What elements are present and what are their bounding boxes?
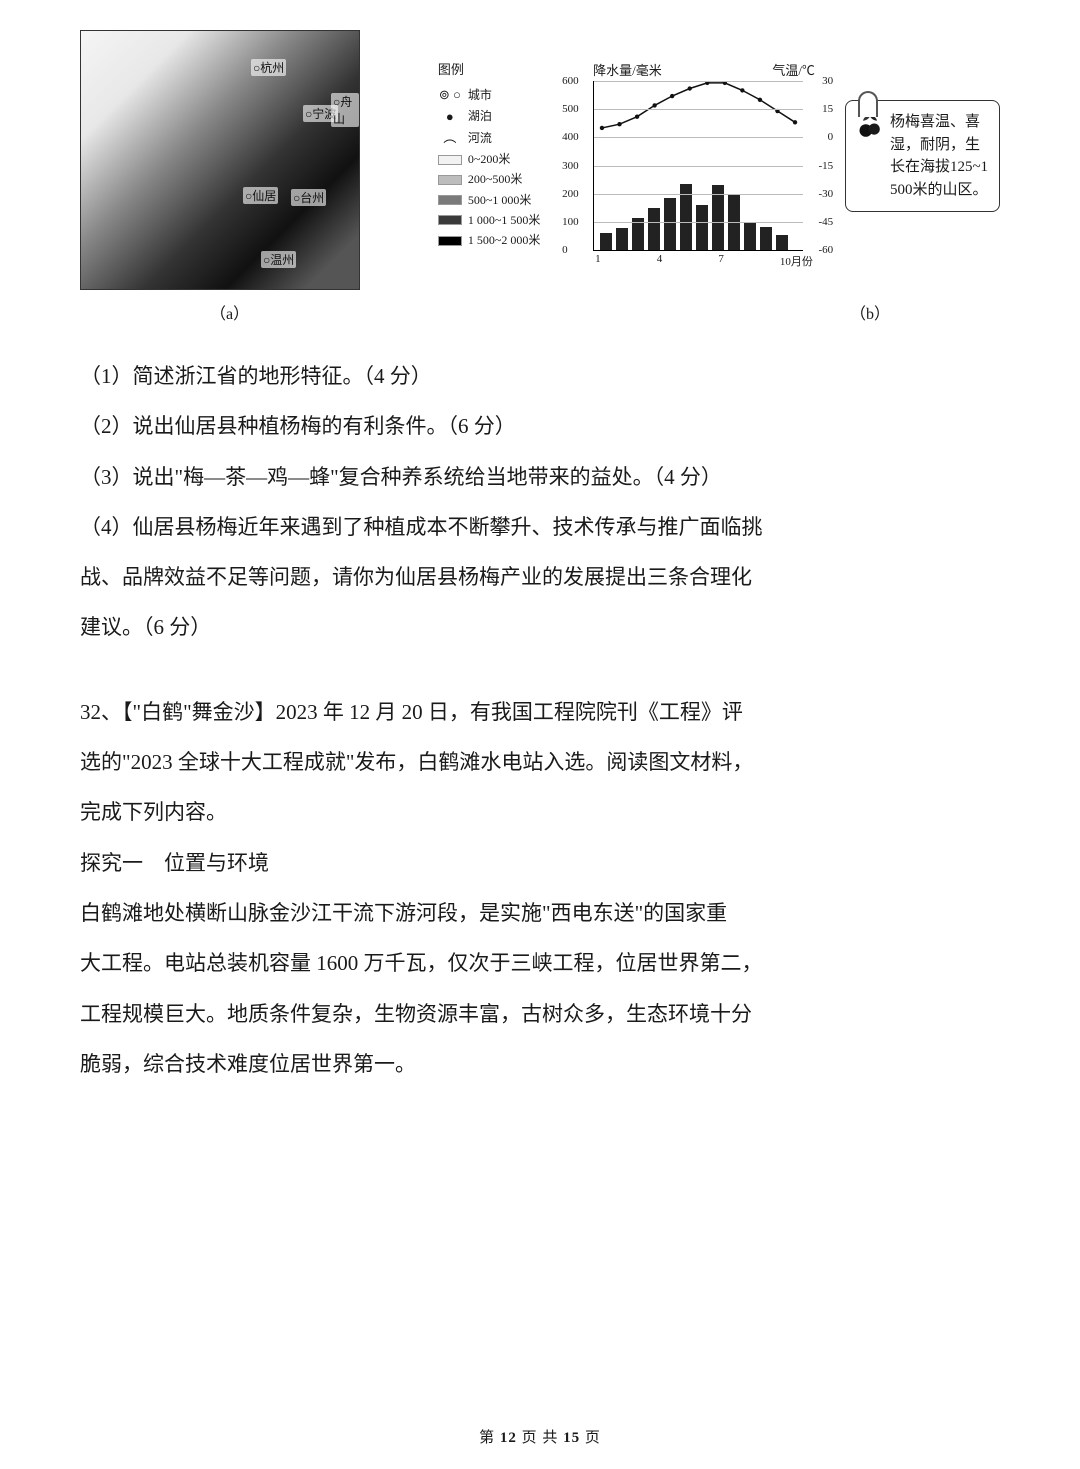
legend-elev-label: 0~200米 bbox=[468, 150, 511, 169]
temp-tick-label: 15 bbox=[822, 103, 833, 115]
month-axis: 1 4 7 10月份 bbox=[593, 251, 815, 269]
temp-tick-label: -30 bbox=[819, 188, 834, 200]
section-gap bbox=[80, 654, 1000, 688]
legend-swatch bbox=[438, 155, 462, 165]
footer-mid: 页 共 bbox=[517, 1430, 563, 1446]
city-label: ○杭州 bbox=[251, 59, 286, 76]
legend-elev-row: 0~200米 bbox=[438, 150, 563, 169]
gridline bbox=[594, 109, 803, 110]
legend-elev-label: 500~1 000米 bbox=[468, 191, 532, 210]
temp-tick-label: -60 bbox=[819, 244, 834, 256]
precip-tick-label: 200 bbox=[562, 188, 579, 200]
item32-para-l3: 工程规模巨大。地质条件复杂，生物资源丰富，古树众多，生态环境十分 bbox=[80, 990, 1000, 1038]
paperclip-icon bbox=[858, 91, 878, 117]
temp-tick-label: -45 bbox=[819, 216, 834, 228]
chart-axis-titles: 降水量/毫米 气温/℃ bbox=[593, 60, 815, 79]
question-4-line1: （4）仙居县杨梅近年来遇到了种植成本不断攀升、技术传承与推广面临挑 bbox=[80, 503, 1000, 551]
page-footer: 第 12 页 共 15 页 bbox=[0, 1426, 1080, 1447]
question-4-line2: 战、品牌效益不足等问题，请你为仙居县杨梅产业的发展提出三条合理化 bbox=[80, 553, 1000, 601]
precip-tick-label: 600 bbox=[562, 75, 579, 87]
city-label: ○温州 bbox=[261, 251, 296, 268]
question-4-line3: 建议。（6 分） bbox=[80, 603, 1000, 651]
legend-swatch bbox=[438, 175, 462, 185]
legend-title: 图例 bbox=[438, 60, 563, 81]
legend-swatch bbox=[438, 236, 462, 246]
precip-tick-label: 400 bbox=[562, 131, 579, 143]
figures-row: ○杭州○宁波○舟山○仙居○台州○温州 图例 ⊚ ○城市●湖泊︵河流 0~200米… bbox=[80, 30, 1000, 290]
legend-elev-row: 200~500米 bbox=[438, 170, 563, 189]
legend-symbol-label: 城市 bbox=[468, 86, 492, 105]
legend-symbol-label: 河流 bbox=[468, 129, 492, 148]
precip-tick-label: 0 bbox=[562, 244, 568, 256]
legend-symbol-icon: ⊚ ○ bbox=[438, 85, 462, 106]
figure-a: ○杭州○宁波○舟山○仙居○台州○温州 bbox=[80, 30, 408, 290]
climate-chart: 010020030040050060030150-15-30-45-60 bbox=[593, 81, 803, 251]
city-label: ○台州 bbox=[291, 189, 326, 206]
legend-symbol-icon: ● bbox=[438, 107, 462, 128]
gridline bbox=[594, 81, 803, 82]
item32-para-l4: 脆弱，综合技术难度位居世界第一。 bbox=[80, 1040, 1000, 1088]
yangmei-icon bbox=[856, 115, 884, 139]
question-1: （1）简述浙江省的地形特征。（4 分） bbox=[80, 352, 1000, 400]
precip-tick-label: 100 bbox=[562, 216, 579, 228]
precip-tick-label: 300 bbox=[562, 160, 579, 172]
month-tick-label: 7 bbox=[718, 253, 724, 269]
city-label: ○舟山 bbox=[331, 93, 359, 127]
yangmei-note-card: 杨梅喜温、喜湿，耐阴，生长在海拔125~1 500米的山区。 bbox=[845, 100, 1000, 212]
item32-para-l1: 白鹤滩地处横断山脉金沙江干流下游河段，是实施"西电东送"的国家重 bbox=[80, 889, 1000, 937]
footer-pre: 第 bbox=[479, 1430, 500, 1446]
temp-tick-label: -15 bbox=[819, 160, 834, 172]
caption-a: （a） bbox=[80, 300, 390, 324]
item32-line2: 选的"2023 全球十大工程成就"发布，白鹤滩水电站入选。阅读图文材料， bbox=[80, 738, 1000, 786]
gridline bbox=[594, 166, 803, 167]
question-2: （2）说出仙居县种植杨梅的有利条件。（6 分） bbox=[80, 402, 1000, 450]
item32-subheading: 探究一 位置与环境 bbox=[80, 839, 1000, 887]
legend-elev-label: 1 500~2 000米 bbox=[468, 231, 541, 250]
temp-tick-label: 0 bbox=[828, 131, 834, 143]
legend-symbol-icon: ︵ bbox=[438, 128, 462, 149]
item32-para-l2: 大工程。电站总装机容量 1600 万千瓦，仅次于三峡工程，位居世界第二， bbox=[80, 939, 1000, 987]
temp-axis-title: 气温/℃ bbox=[772, 60, 815, 79]
gridline bbox=[594, 222, 803, 223]
legend-symbol-row: ⊚ ○ 城市 bbox=[438, 85, 563, 106]
legend-elev-label: 200~500米 bbox=[468, 170, 523, 189]
legend-swatch bbox=[438, 195, 462, 205]
map-legend: 图例 ⊚ ○城市●湖泊︵河流 0~200米200~500米500~1 000米1… bbox=[438, 60, 563, 251]
legend-elev-label: 1 000~1 500米 bbox=[468, 211, 541, 230]
month-tick-label: 4 bbox=[657, 253, 663, 269]
caption-b: （b） bbox=[740, 300, 1000, 324]
note-text: 杨梅喜温、喜湿，耐阴，生长在海拔125~1 500米的山区。 bbox=[890, 111, 989, 201]
legend-elev-row: 500~1 000米 bbox=[438, 191, 563, 210]
page-number: 12 bbox=[500, 1430, 517, 1446]
total-pages: 15 bbox=[563, 1430, 580, 1446]
legend-symbol-row: ● 湖泊 bbox=[438, 107, 563, 128]
city-label: ○仙居 bbox=[243, 187, 278, 204]
precip-tick-label: 500 bbox=[562, 103, 579, 115]
question-3: （3）说出"梅—茶—鸡—蜂"复合种养系统给当地带来的益处。（4 分） bbox=[80, 453, 1000, 501]
figure-captions: （a） （b） bbox=[80, 300, 1000, 324]
item32-line3: 完成下列内容。 bbox=[80, 788, 1000, 836]
figure-b: 降水量/毫米 气温/℃ 010020030040050060030150-15-… bbox=[593, 60, 815, 269]
gridline bbox=[594, 137, 803, 138]
legend-elev-row: 1 000~1 500米 bbox=[438, 211, 563, 230]
item32-line1: 32、【"白鹤"舞金沙】2023 年 12 月 20 日，有我国工程院院刊《工程… bbox=[80, 688, 1000, 736]
legend-swatch bbox=[438, 215, 462, 225]
legend-symbol-row: ︵ 河流 bbox=[438, 128, 563, 149]
temp-tick-label: 30 bbox=[822, 75, 833, 87]
month-tick-label: 1 bbox=[595, 253, 601, 269]
gridline bbox=[594, 194, 803, 195]
precip-axis-title: 降水量/毫米 bbox=[593, 60, 662, 79]
month-tick-label: 10月份 bbox=[780, 253, 813, 269]
zhejiang-map-image: ○杭州○宁波○舟山○仙居○台州○温州 bbox=[80, 30, 360, 290]
footer-suf: 页 bbox=[580, 1430, 601, 1446]
legend-symbol-label: 湖泊 bbox=[468, 107, 492, 126]
legend-elev-row: 1 500~2 000米 bbox=[438, 231, 563, 250]
